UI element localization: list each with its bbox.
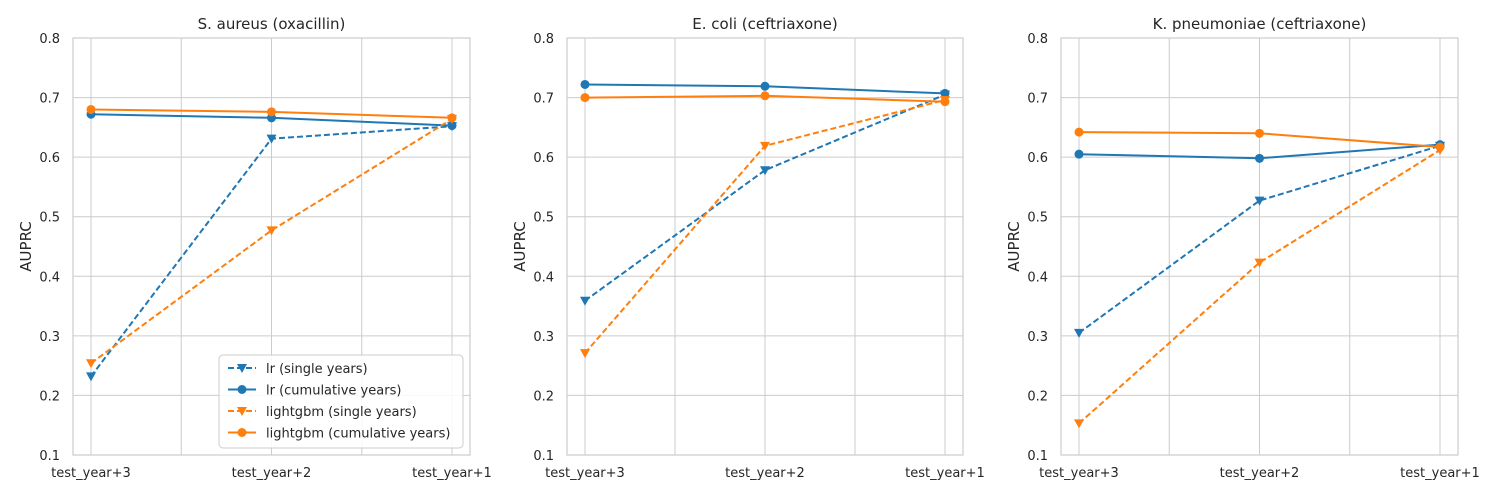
data-point bbox=[940, 88, 950, 98]
y-tick-label: 0.5 bbox=[533, 211, 554, 226]
y-tick-label: 0.5 bbox=[1027, 211, 1048, 226]
series-line-1 bbox=[584, 93, 946, 302]
y-tick-label: 0.7 bbox=[533, 92, 554, 107]
x-tick-label: test_year+1 bbox=[412, 466, 492, 481]
data-point bbox=[447, 121, 457, 131]
axes-frame bbox=[72, 37, 471, 456]
x-tick-label: test_year+2 bbox=[725, 466, 805, 481]
data-point bbox=[266, 226, 277, 236]
y-tick-label: 0.1 bbox=[533, 449, 554, 464]
y-tick-label: 0.6 bbox=[1027, 151, 1048, 166]
y-tick-label: 0.8 bbox=[39, 32, 60, 47]
y-tick-label: 0.3 bbox=[39, 330, 60, 345]
y-tick-label: 0.6 bbox=[39, 151, 60, 166]
series-line-3 bbox=[90, 118, 453, 365]
legend-label: lightgbm (cumulative years) bbox=[266, 427, 450, 442]
series-line-3 bbox=[1078, 149, 1441, 425]
legend-label: lightgbm (single years) bbox=[266, 405, 417, 420]
data-point bbox=[760, 166, 770, 176]
y-tick-label: 0.4 bbox=[39, 270, 60, 285]
data-point bbox=[1074, 328, 1084, 338]
data-point bbox=[267, 107, 276, 117]
data-point bbox=[1254, 196, 1265, 206]
y-tick-label: 0.7 bbox=[39, 92, 60, 107]
x-tick-label: test_year+3 bbox=[545, 466, 625, 481]
data-point bbox=[760, 81, 770, 91]
data-point bbox=[760, 91, 770, 101]
y-tick-label: 0.8 bbox=[1027, 32, 1048, 47]
axes-frame bbox=[566, 37, 964, 456]
data-point bbox=[580, 79, 590, 89]
x-tick-label: test_year+3 bbox=[51, 466, 131, 481]
y-tick-label: 0.6 bbox=[533, 151, 554, 166]
chart-title: S. aureus (oxacillin) bbox=[198, 15, 346, 33]
data-point bbox=[580, 93, 590, 103]
legend-marker bbox=[237, 385, 247, 394]
y-tick-label: 0.7 bbox=[1027, 92, 1048, 107]
y-tick-label: 0.4 bbox=[1027, 270, 1048, 285]
y-tick-label: 0.1 bbox=[1027, 449, 1048, 464]
x-tick-label: test_year+2 bbox=[232, 466, 312, 481]
x-tick-label: test_year+1 bbox=[905, 466, 985, 481]
legend-frame bbox=[218, 354, 464, 449]
legend-marker bbox=[237, 364, 247, 373]
series-line-1 bbox=[1078, 144, 1441, 334]
legend: lr (single years) lr (cumulative years) li… bbox=[218, 354, 464, 449]
chart-panel-2: 0.1 0.2 0.3 0.4 0.5 0.6 0.7 0.8 test_year+3 test_… bbox=[511, 15, 985, 481]
chart-title: K. pneumoniae (ceftriaxone) bbox=[1153, 15, 1367, 33]
chart-title: E. coli (ceftriaxone) bbox=[692, 15, 837, 33]
legend-marker bbox=[237, 407, 247, 416]
data-point bbox=[1074, 127, 1084, 137]
data-point bbox=[1255, 128, 1264, 138]
x-tick-label: test_year+3 bbox=[1039, 466, 1119, 481]
data-point bbox=[760, 141, 770, 151]
data-point bbox=[447, 113, 457, 123]
y-axis-label: AUPRC bbox=[17, 221, 35, 271]
chart-panel-1: 0.1 0.2 0.3 0.4 0.5 0.6 0.7 0.8 test_year+3 test_… bbox=[17, 15, 492, 481]
legend-marker bbox=[237, 428, 247, 437]
data-point bbox=[86, 359, 96, 369]
chart-panel-3: 0.1 0.2 0.3 0.4 0.5 0.6 0.7 0.8 test_year+3 test_… bbox=[1005, 15, 1480, 481]
y-tick-label: 0.1 bbox=[39, 449, 60, 464]
data-point bbox=[86, 372, 96, 382]
data-point bbox=[1255, 153, 1264, 163]
y-tick-label: 0.2 bbox=[39, 389, 60, 404]
y-tick-label: 0.8 bbox=[533, 32, 554, 47]
data-point bbox=[86, 104, 96, 114]
x-tick-label: test_year+1 bbox=[1400, 466, 1480, 481]
legend-label: lr (cumulative years) bbox=[266, 384, 401, 399]
y-tick-label: 0.2 bbox=[533, 389, 554, 404]
x-tick-label: test_year+2 bbox=[1220, 466, 1300, 481]
y-axis-label: AUPRC bbox=[511, 221, 529, 271]
y-tick-label: 0.4 bbox=[533, 270, 554, 285]
y-tick-label: 0.3 bbox=[533, 330, 554, 345]
data-point bbox=[266, 134, 277, 144]
legend-label: lr (single years) bbox=[266, 362, 368, 377]
data-point bbox=[580, 349, 590, 359]
data-point bbox=[580, 296, 590, 306]
y-tick-label: 0.2 bbox=[1027, 389, 1048, 404]
axes-frame bbox=[1060, 37, 1459, 456]
data-point bbox=[1435, 142, 1445, 152]
data-point bbox=[1074, 149, 1084, 159]
y-tick-label: 0.3 bbox=[1027, 330, 1048, 345]
y-axis-label: AUPRC bbox=[1005, 221, 1023, 271]
data-point bbox=[1254, 258, 1265, 268]
data-point bbox=[1074, 419, 1084, 429]
data-point bbox=[940, 97, 950, 107]
y-tick-label: 0.5 bbox=[39, 211, 60, 226]
